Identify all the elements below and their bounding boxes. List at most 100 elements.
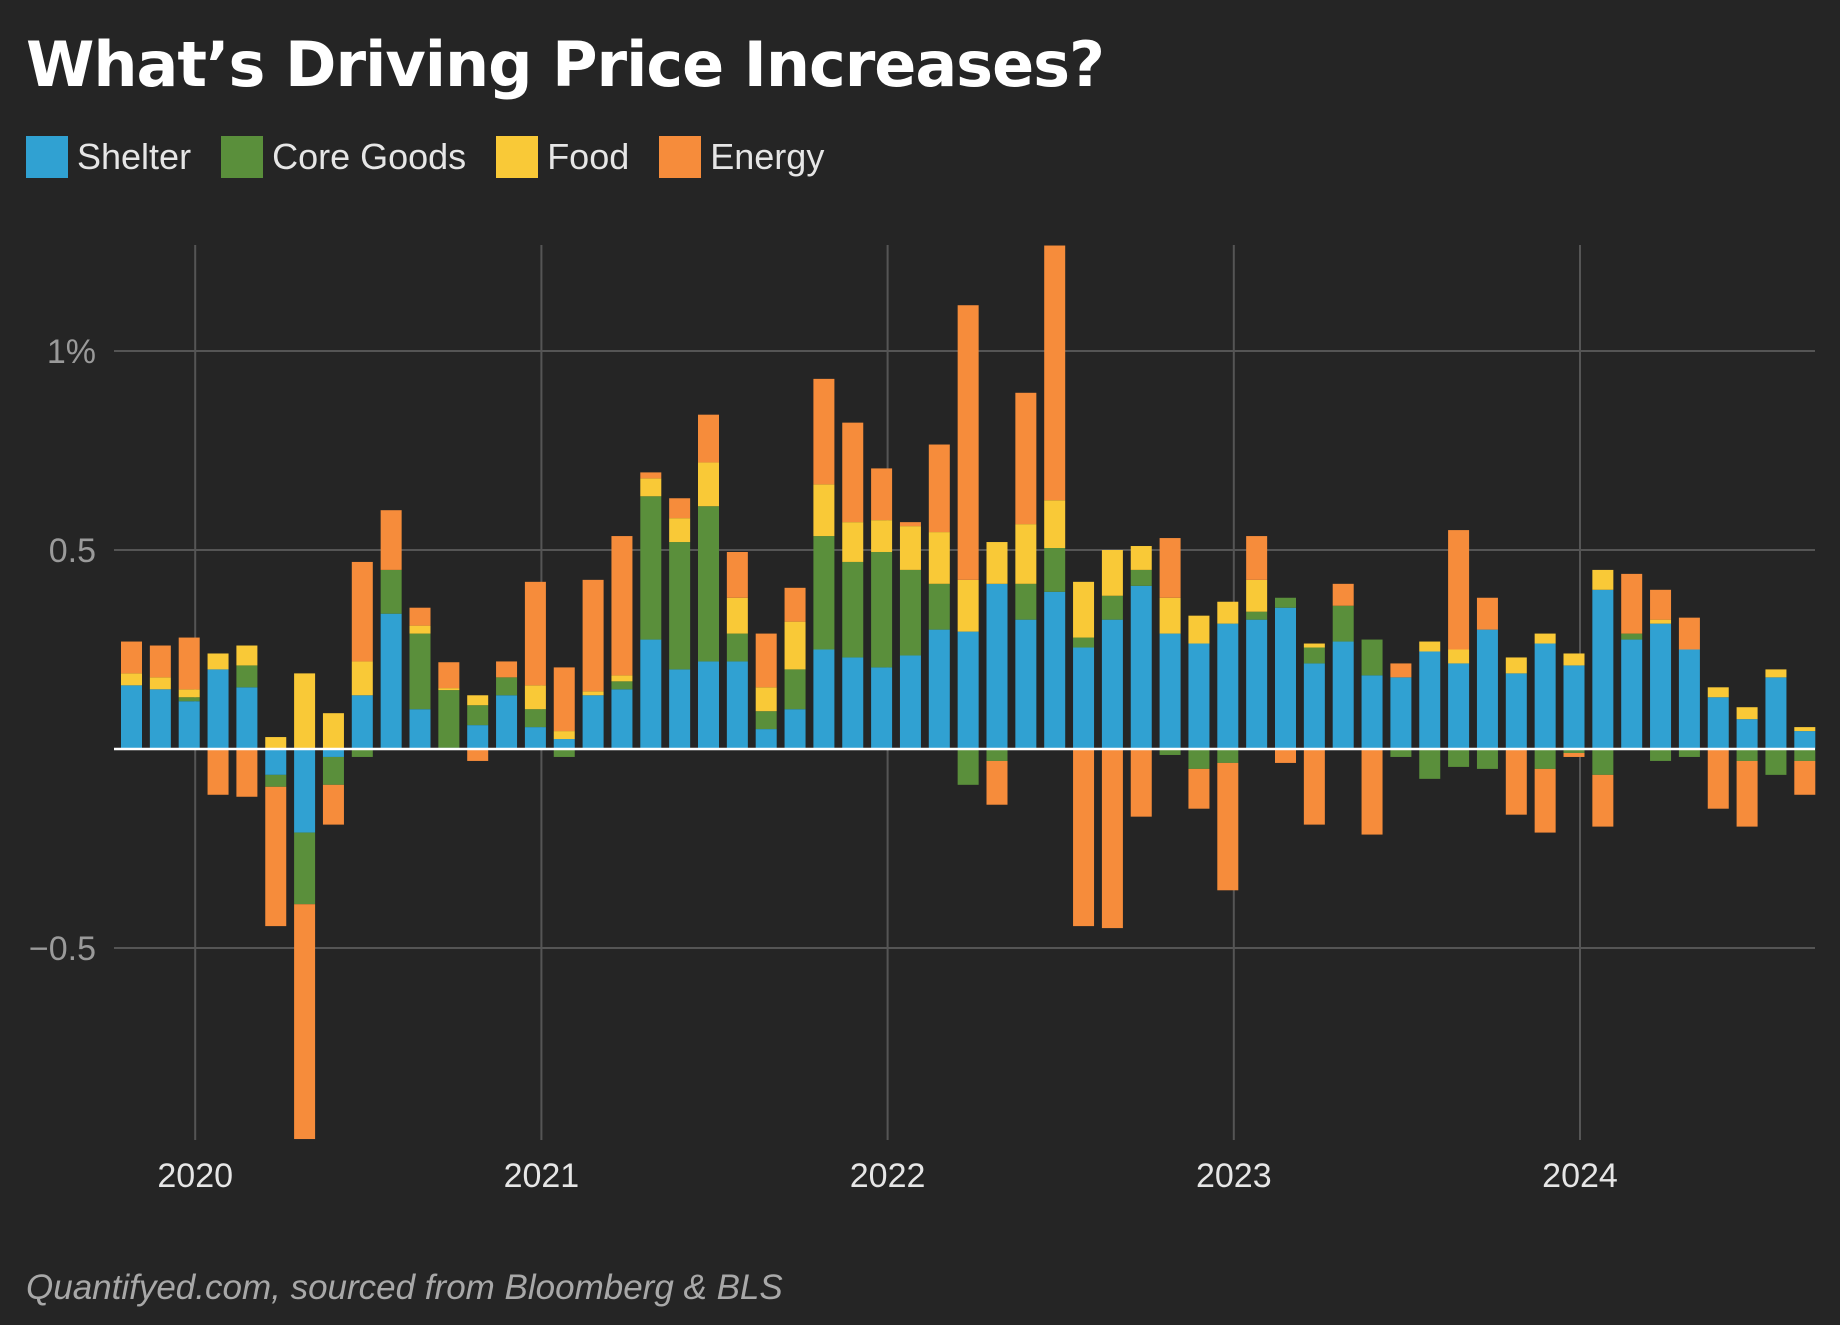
- bar-food: [1130, 546, 1152, 570]
- bar-energy: [1130, 749, 1152, 817]
- bar-energy: [409, 607, 431, 626]
- x-tick-label: 2023: [1196, 1157, 1272, 1195]
- bar-energy: [1621, 573, 1643, 634]
- bar-shelter: [149, 689, 171, 749]
- bar-food: [1188, 615, 1210, 644]
- legend-swatch-energy: [659, 136, 702, 178]
- bar-energy: [380, 510, 402, 570]
- bar-core-goods: [1736, 749, 1758, 761]
- legend-label-core-goods: Core Goods: [272, 136, 467, 177]
- bar-food: [1015, 524, 1037, 584]
- bar-core-goods: [409, 633, 431, 710]
- bar-shelter: [1736, 719, 1758, 749]
- bar-energy: [1592, 774, 1614, 827]
- bar-energy: [1303, 749, 1325, 825]
- bar-food: [121, 673, 142, 686]
- bar-energy: [784, 587, 806, 622]
- legend-item-shelter: Shelter: [26, 136, 191, 178]
- bar-core-goods: [524, 709, 546, 728]
- bar-shelter: [121, 685, 142, 749]
- bar-core-goods: [236, 665, 258, 688]
- bar-food: [842, 522, 864, 562]
- bar-energy: [1217, 762, 1239, 891]
- bar-core-goods: [957, 749, 979, 785]
- bar-shelter: [957, 631, 979, 749]
- bar-food: [784, 621, 806, 670]
- bar-food: [1563, 653, 1585, 666]
- bar-energy: [842, 422, 864, 523]
- bar-shelter: [207, 669, 229, 749]
- bar-energy: [726, 551, 748, 598]
- bar-core-goods: [178, 697, 200, 702]
- bar-shelter: [1534, 643, 1556, 749]
- bar-energy: [236, 749, 258, 797]
- bar-core-goods: [928, 583, 950, 630]
- legend-item-energy: Energy: [659, 136, 824, 178]
- bar-food: [1534, 633, 1556, 644]
- bar-energy: [351, 561, 373, 662]
- bar-energy: [1794, 760, 1816, 795]
- legend-label-energy: Energy: [710, 136, 825, 177]
- bar-energy: [1707, 749, 1729, 809]
- bar-food: [582, 691, 604, 696]
- bar-food: [409, 625, 431, 634]
- bar-shelter: [380, 613, 402, 749]
- bar-energy: [1073, 749, 1095, 927]
- bar-shelter: [1188, 643, 1210, 749]
- y-tick-label: −0.5: [29, 930, 96, 968]
- bar-core-goods: [265, 774, 287, 787]
- bar-energy: [928, 444, 950, 533]
- bar-core-goods: [842, 561, 864, 658]
- bar-core-goods: [1073, 637, 1095, 648]
- bar-energy: [1505, 749, 1527, 815]
- bar-shelter: [1217, 623, 1239, 749]
- bar-core-goods: [726, 633, 748, 662]
- bar-energy: [553, 667, 575, 732]
- bar-food: [1044, 500, 1066, 549]
- bar-core-goods: [698, 506, 719, 662]
- bar-food: [726, 597, 748, 634]
- legend-swatch-core-goods: [221, 136, 264, 178]
- bar-shelter: [1419, 651, 1441, 749]
- bar-shelter: [1592, 589, 1614, 749]
- bar-shelter: [1621, 639, 1643, 749]
- bar-energy: [1332, 583, 1354, 606]
- bar-energy: [755, 633, 777, 688]
- bar-food: [1794, 727, 1816, 732]
- bar-food: [957, 579, 979, 632]
- bar-energy: [1650, 589, 1672, 620]
- bar-core-goods: [1476, 749, 1498, 769]
- bar-energy: [582, 579, 604, 692]
- bar-core-goods: [899, 569, 921, 656]
- bar-energy: [207, 749, 229, 795]
- bar-shelter: [1361, 675, 1383, 749]
- bar-food: [149, 677, 171, 690]
- bar-core-goods: [1275, 597, 1296, 608]
- bar-shelter: [1246, 619, 1268, 749]
- bar-food: [1303, 643, 1325, 648]
- bar-shelter: [496, 695, 518, 749]
- bar-core-goods: [1303, 647, 1325, 664]
- bar-core-goods: [755, 711, 777, 730]
- bar-core-goods: [1419, 749, 1441, 779]
- bar-food: [1707, 687, 1729, 698]
- bar-shelter: [236, 687, 258, 749]
- bar-shelter: [1765, 677, 1787, 749]
- bar-energy: [899, 522, 921, 527]
- bar-energy: [524, 581, 546, 686]
- bar-core-goods: [467, 705, 489, 726]
- bar-shelter: [1073, 647, 1095, 749]
- bar-core-goods: [1101, 595, 1123, 620]
- bar-food: [1448, 649, 1470, 664]
- bar-core-goods: [871, 551, 893, 668]
- bar-core-goods: [1217, 749, 1239, 763]
- bar-core-goods: [1332, 605, 1354, 642]
- bar-energy: [871, 468, 893, 521]
- bar-food: [467, 695, 489, 706]
- bar-shelter: [1794, 731, 1816, 749]
- legend: Shelter Core Goods Food Energy: [26, 136, 854, 178]
- bar-energy: [669, 498, 691, 519]
- bar-energy: [322, 784, 344, 825]
- bar-shelter: [899, 655, 921, 749]
